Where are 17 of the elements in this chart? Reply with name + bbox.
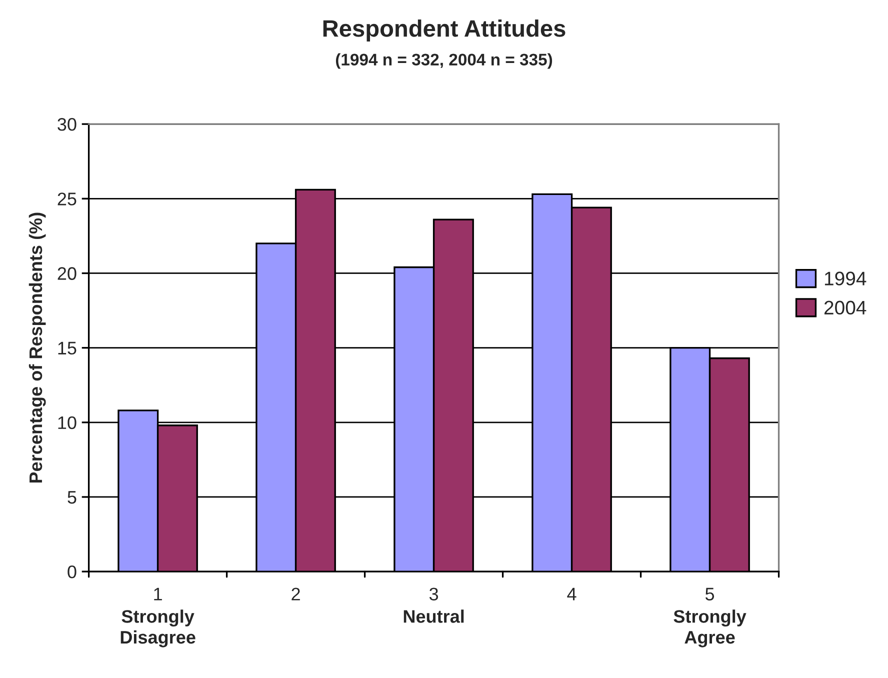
chart-title: Respondent Attitudes xyxy=(323,20,566,42)
y-tick-label: 20 xyxy=(58,267,76,280)
chart-subtitle: (1994 n = 332, 2004 n = 335) xyxy=(336,53,552,69)
x-tick-label: 2 xyxy=(292,588,300,600)
y-tick-label: 5 xyxy=(68,491,76,504)
x-tick-label: 1 Strongly Disagree xyxy=(120,588,196,648)
x-tick-label: 5 Strongly Agree xyxy=(674,588,746,648)
y-tick-label: 10 xyxy=(58,416,76,430)
y-tick-label: 0 xyxy=(68,565,76,578)
y-axis-title: Percentage of Respondents (%) xyxy=(28,212,46,483)
legend-label: 2004 xyxy=(824,300,866,315)
x-tick-label: 3 Neutral xyxy=(404,588,464,623)
x-tick-label: 4 xyxy=(567,588,576,600)
legend-label: 1994 xyxy=(824,272,866,286)
y-tick-label: 15 xyxy=(58,342,76,355)
y-tick-label: 25 xyxy=(58,192,76,206)
y-tick-label: 30 xyxy=(58,118,76,131)
